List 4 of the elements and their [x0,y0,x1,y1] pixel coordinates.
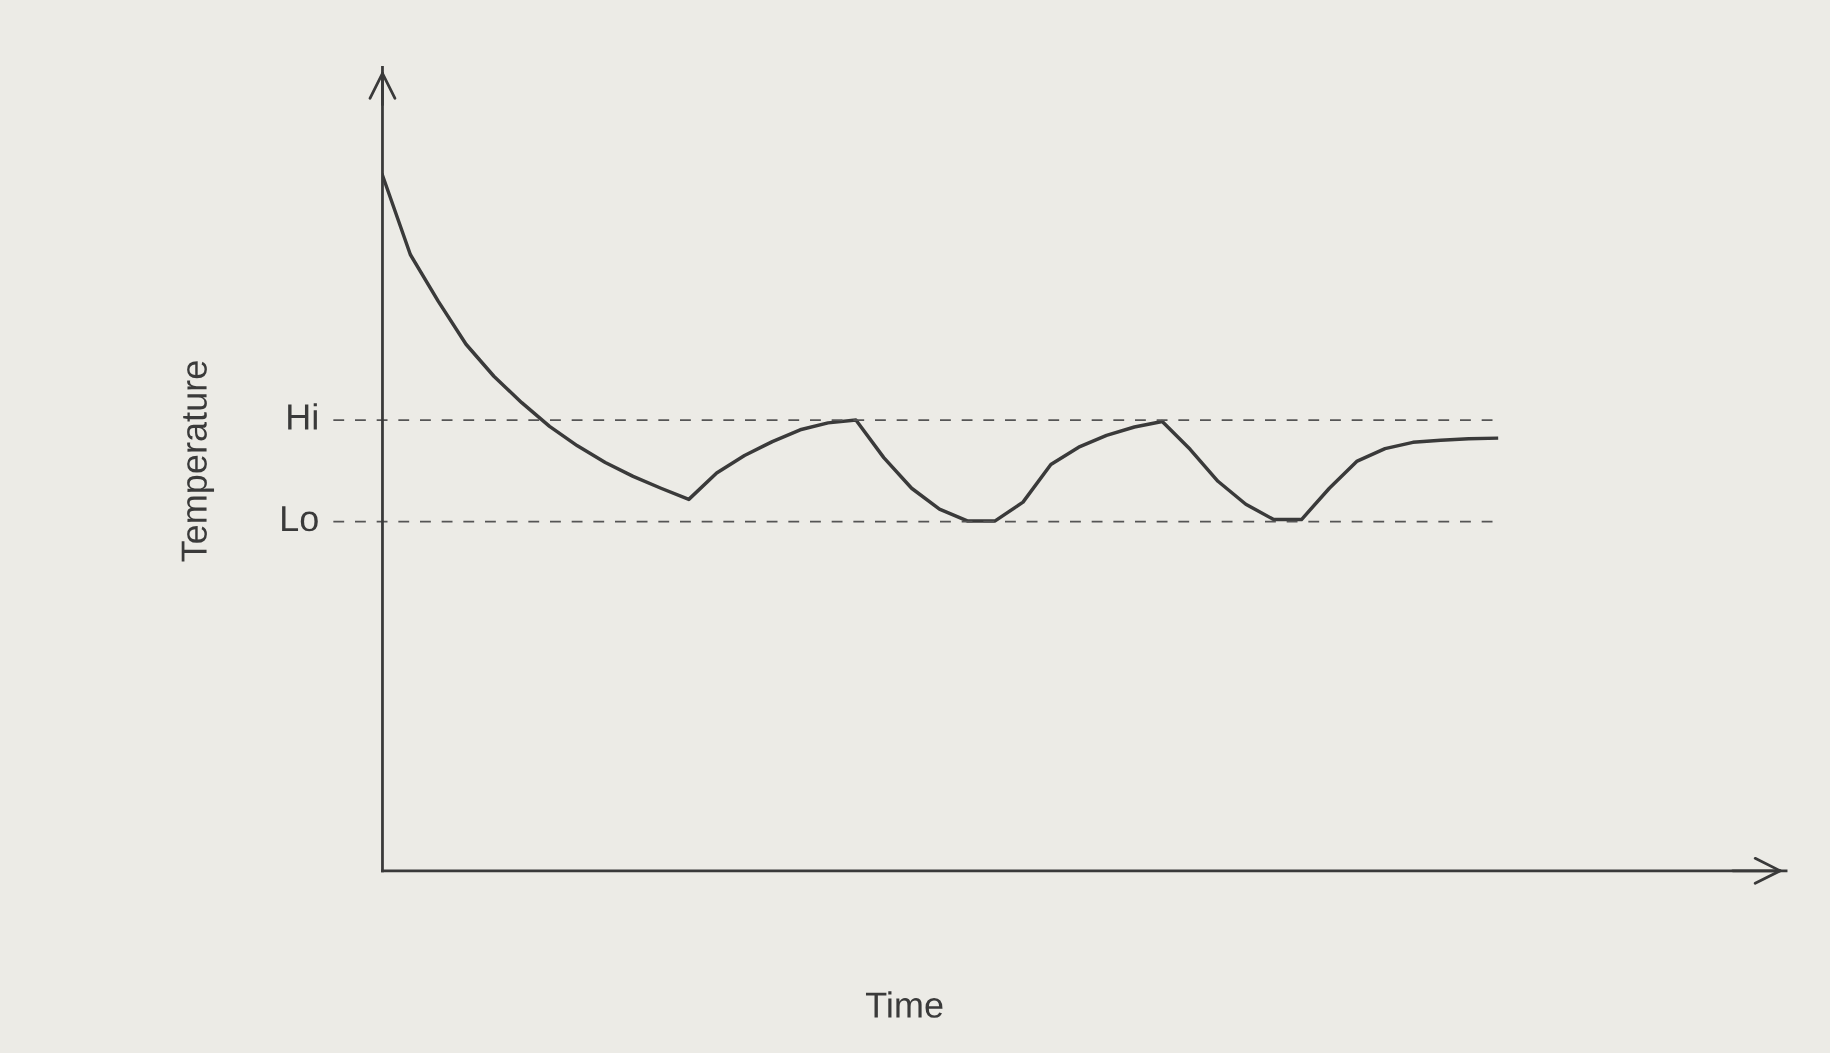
x-axis-title: Time [865,991,943,1018]
y-axis-title: Temperature [181,361,215,562]
ref-line-label: Hi [288,403,317,430]
ref-line-label: Lo [282,506,318,532]
